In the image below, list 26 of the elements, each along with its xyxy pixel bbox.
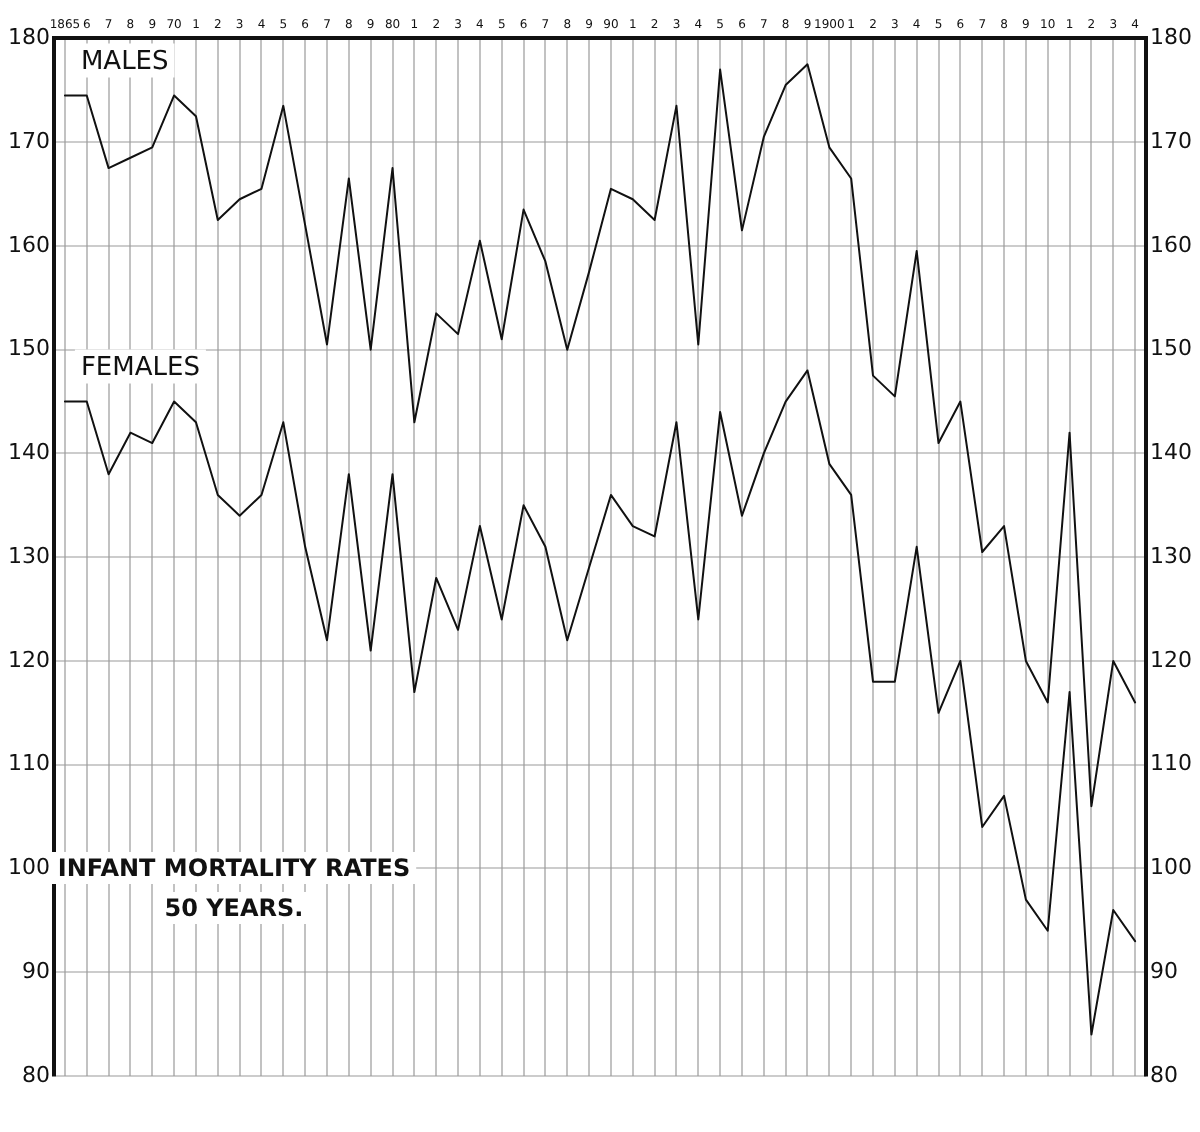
text: INFANT MORTALITY RATES [57, 854, 411, 882]
y-tick-label: 160 [7, 231, 50, 258]
y2-tick-label: 140 [1150, 439, 1193, 466]
y-tick-label: 100 [7, 854, 50, 881]
y2-tick-label: 100 [1150, 854, 1193, 881]
y-tick-label: 150 [7, 335, 50, 362]
y-tick-label: 140 [7, 439, 50, 466]
y2-tick-label: 150 [1150, 335, 1193, 362]
y2-tick-label: 170 [1150, 127, 1193, 154]
y2-tick-label: 180 [1150, 24, 1193, 51]
y2-tick-label: 120 [1150, 646, 1193, 673]
y-tick-label: 180 [7, 24, 50, 51]
y2-tick-label: 110 [1150, 750, 1193, 777]
y-tick-label: 80 [21, 1061, 50, 1088]
series-label: MALES [80, 47, 169, 78]
y-tick-label: 130 [7, 542, 50, 569]
y-tick-label: 120 [7, 646, 50, 673]
series-label: FEMALES [80, 353, 200, 384]
y-tick-label: 110 [7, 750, 50, 777]
y2-tick-label: 80 [1150, 1061, 1179, 1088]
y-tick-label: 170 [7, 127, 50, 154]
y2-tick-label: 160 [1150, 231, 1193, 258]
y-tick-label: 90 [21, 957, 50, 984]
y2-tick-label: 130 [1150, 542, 1193, 569]
y2-tick-label: 90 [1150, 957, 1179, 984]
text: 50 YEARS. [164, 894, 304, 922]
